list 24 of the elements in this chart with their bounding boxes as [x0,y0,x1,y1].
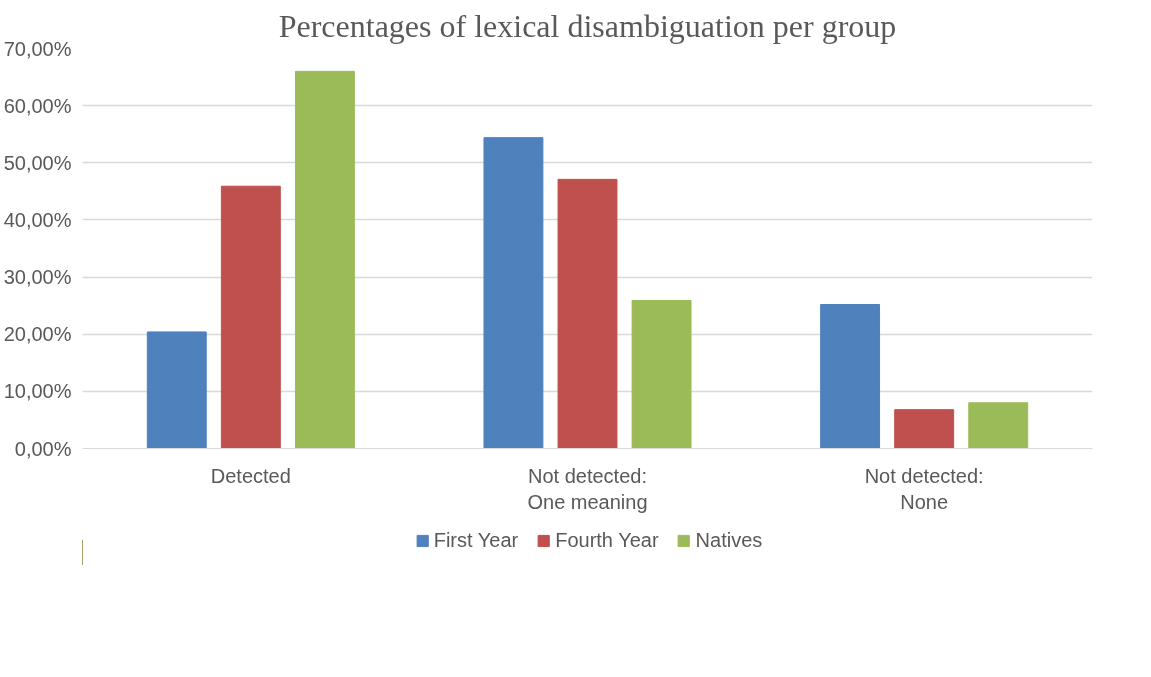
chart-title: Percentages of lexical disambiguation per group [278,7,897,44]
y-tick-label: 0,00% [14,437,72,460]
bar [220,185,281,449]
legend-label: Fourth Year [555,528,659,552]
y-tick-label: 40,00% [3,208,72,231]
bar [294,70,355,449]
y-tick-label: 10,00% [3,380,72,403]
bar [820,304,881,449]
legend-label: First Year [433,528,519,552]
legend-label: Natives [695,528,763,552]
bar [968,402,1029,449]
y-tick-label: 50,00% [3,151,72,174]
y-tick-label: 70,00% [3,37,72,60]
y-tick-label: 60,00% [3,94,72,117]
bar [894,409,955,449]
bar [557,178,618,449]
y-tick-label: 20,00% [3,323,72,346]
bar [146,331,207,449]
bar [483,137,544,449]
bar [631,300,692,449]
x-tick-label: Not detected: None [864,464,984,513]
x-tick-label: Detected [210,464,291,487]
y-tick-label: 30,00% [3,266,72,289]
x-tick-label: Not detected: One meaning [527,464,648,513]
